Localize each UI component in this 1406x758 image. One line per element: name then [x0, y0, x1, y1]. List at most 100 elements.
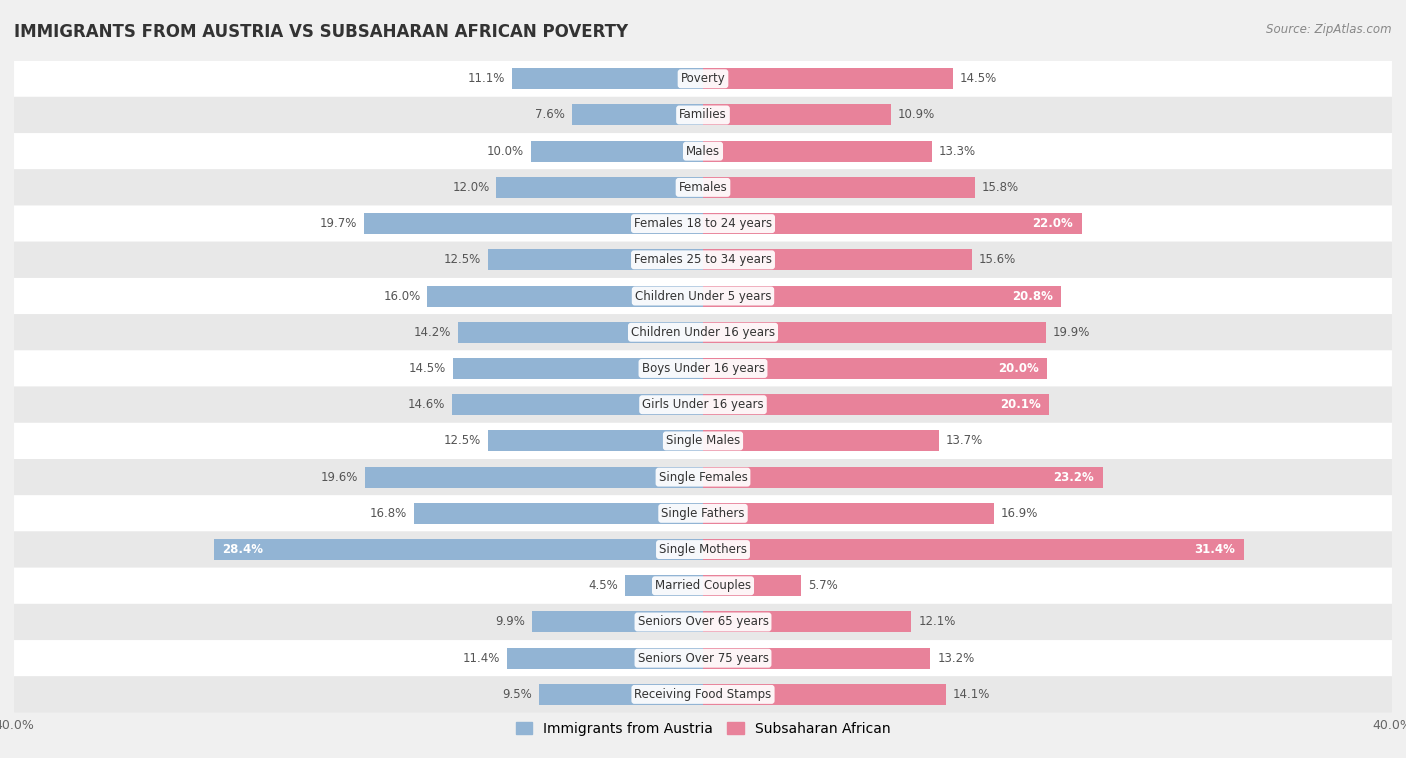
Bar: [366, 467, 703, 487]
Text: Source: ZipAtlas.com: Source: ZipAtlas.com: [1267, 23, 1392, 36]
Text: Females 25 to 34 years: Females 25 to 34 years: [634, 253, 772, 266]
Text: Single Females: Single Females: [658, 471, 748, 484]
Bar: [703, 647, 931, 669]
Text: 12.1%: 12.1%: [918, 615, 956, 628]
Text: Children Under 16 years: Children Under 16 years: [631, 326, 775, 339]
Text: 5.7%: 5.7%: [808, 579, 838, 592]
Text: 20.8%: 20.8%: [1012, 290, 1053, 302]
Bar: [703, 539, 1244, 560]
Text: Girls Under 16 years: Girls Under 16 years: [643, 398, 763, 411]
Bar: [703, 286, 1062, 306]
Legend: Immigrants from Austria, Subsaharan African: Immigrants from Austria, Subsaharan Afri…: [510, 716, 896, 741]
Text: 14.5%: 14.5%: [409, 362, 446, 375]
Bar: [703, 249, 972, 271]
Bar: [512, 68, 703, 89]
Bar: [540, 684, 703, 705]
Bar: [458, 321, 703, 343]
Bar: [453, 358, 703, 379]
Text: 7.6%: 7.6%: [536, 108, 565, 121]
Text: 10.9%: 10.9%: [897, 108, 935, 121]
Text: 20.0%: 20.0%: [998, 362, 1039, 375]
Text: 16.8%: 16.8%: [370, 507, 406, 520]
Bar: [506, 647, 703, 669]
Bar: [214, 539, 703, 560]
Text: 15.8%: 15.8%: [981, 181, 1019, 194]
Text: 15.6%: 15.6%: [979, 253, 1015, 266]
Text: Families: Families: [679, 108, 727, 121]
Bar: [572, 105, 703, 126]
FancyBboxPatch shape: [14, 350, 1392, 387]
Bar: [531, 141, 703, 161]
Text: IMMIGRANTS FROM AUSTRIA VS SUBSAHARAN AFRICAN POVERTY: IMMIGRANTS FROM AUSTRIA VS SUBSAHARAN AF…: [14, 23, 628, 41]
Text: 13.3%: 13.3%: [939, 145, 976, 158]
Text: 14.2%: 14.2%: [415, 326, 451, 339]
Text: 19.6%: 19.6%: [321, 471, 359, 484]
Bar: [703, 213, 1083, 234]
Text: 19.7%: 19.7%: [319, 217, 357, 230]
Text: 14.6%: 14.6%: [408, 398, 444, 411]
Text: Seniors Over 75 years: Seniors Over 75 years: [637, 652, 769, 665]
Text: 9.5%: 9.5%: [503, 688, 533, 701]
Bar: [451, 394, 703, 415]
Text: 20.1%: 20.1%: [1000, 398, 1040, 411]
Text: 16.0%: 16.0%: [384, 290, 420, 302]
Text: Boys Under 16 years: Boys Under 16 years: [641, 362, 765, 375]
Text: Seniors Over 65 years: Seniors Over 65 years: [637, 615, 769, 628]
FancyBboxPatch shape: [14, 568, 1392, 604]
FancyBboxPatch shape: [14, 531, 1392, 568]
Text: 13.7%: 13.7%: [946, 434, 983, 447]
Text: 16.9%: 16.9%: [1001, 507, 1039, 520]
FancyBboxPatch shape: [14, 604, 1392, 640]
Text: 4.5%: 4.5%: [589, 579, 619, 592]
Bar: [703, 684, 946, 705]
Text: Females 18 to 24 years: Females 18 to 24 years: [634, 217, 772, 230]
Text: 14.1%: 14.1%: [953, 688, 990, 701]
FancyBboxPatch shape: [14, 133, 1392, 169]
Text: 12.0%: 12.0%: [453, 181, 489, 194]
Bar: [364, 213, 703, 234]
Bar: [703, 177, 976, 198]
Bar: [533, 612, 703, 632]
Bar: [703, 68, 953, 89]
Text: 23.2%: 23.2%: [1053, 471, 1094, 484]
FancyBboxPatch shape: [14, 640, 1392, 676]
Text: 13.2%: 13.2%: [938, 652, 974, 665]
FancyBboxPatch shape: [14, 61, 1392, 97]
Text: 19.9%: 19.9%: [1053, 326, 1090, 339]
FancyBboxPatch shape: [14, 314, 1392, 350]
FancyBboxPatch shape: [14, 459, 1392, 495]
FancyBboxPatch shape: [14, 97, 1392, 133]
Text: Poverty: Poverty: [681, 72, 725, 85]
Text: Single Males: Single Males: [666, 434, 740, 447]
Text: 22.0%: 22.0%: [1032, 217, 1073, 230]
Bar: [703, 321, 1046, 343]
FancyBboxPatch shape: [14, 495, 1392, 531]
Text: Males: Males: [686, 145, 720, 158]
FancyBboxPatch shape: [14, 169, 1392, 205]
Bar: [496, 177, 703, 198]
Text: Receiving Food Stamps: Receiving Food Stamps: [634, 688, 772, 701]
Bar: [413, 503, 703, 524]
Bar: [427, 286, 703, 306]
Text: 11.4%: 11.4%: [463, 652, 499, 665]
FancyBboxPatch shape: [14, 423, 1392, 459]
Bar: [703, 141, 932, 161]
Text: 14.5%: 14.5%: [960, 72, 997, 85]
Bar: [703, 575, 801, 597]
Bar: [703, 394, 1049, 415]
Text: 12.5%: 12.5%: [443, 253, 481, 266]
Text: Single Mothers: Single Mothers: [659, 543, 747, 556]
FancyBboxPatch shape: [14, 242, 1392, 278]
Text: 9.9%: 9.9%: [496, 615, 526, 628]
Bar: [626, 575, 703, 597]
Text: Children Under 5 years: Children Under 5 years: [634, 290, 772, 302]
Text: 10.0%: 10.0%: [486, 145, 524, 158]
Text: 31.4%: 31.4%: [1194, 543, 1236, 556]
FancyBboxPatch shape: [14, 278, 1392, 314]
Text: 12.5%: 12.5%: [443, 434, 481, 447]
Text: 28.4%: 28.4%: [222, 543, 263, 556]
Text: 11.1%: 11.1%: [468, 72, 505, 85]
Bar: [703, 467, 1102, 487]
Text: Married Couples: Married Couples: [655, 579, 751, 592]
Text: Females: Females: [679, 181, 727, 194]
